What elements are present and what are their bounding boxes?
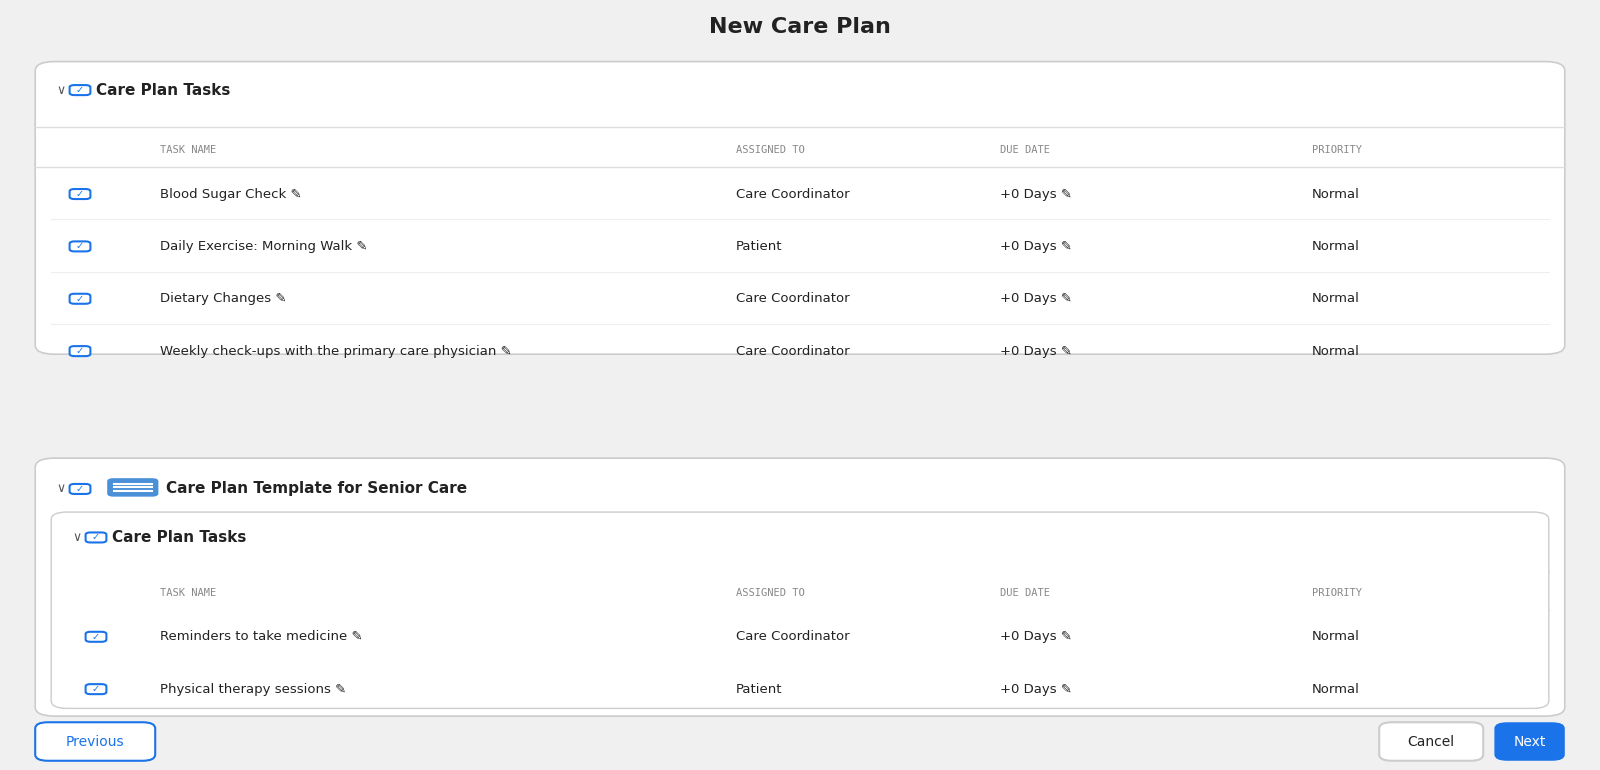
Text: ✓: ✓ bbox=[75, 189, 85, 199]
FancyBboxPatch shape bbox=[70, 85, 90, 95]
Text: ✓: ✓ bbox=[91, 632, 101, 641]
Text: Patient: Patient bbox=[736, 683, 782, 695]
Text: ASSIGNED TO: ASSIGNED TO bbox=[736, 146, 805, 155]
Text: New Care Plan: New Care Plan bbox=[709, 17, 891, 37]
Text: +0 Days ✎: +0 Days ✎ bbox=[1000, 293, 1072, 305]
Text: Care Coordinator: Care Coordinator bbox=[736, 345, 850, 357]
Text: Blood Sugar Check ✎: Blood Sugar Check ✎ bbox=[160, 188, 302, 200]
Text: +0 Days ✎: +0 Days ✎ bbox=[1000, 188, 1072, 200]
FancyBboxPatch shape bbox=[35, 62, 1565, 354]
Text: ∨: ∨ bbox=[56, 84, 66, 96]
FancyBboxPatch shape bbox=[1494, 722, 1565, 761]
Text: DUE DATE: DUE DATE bbox=[1000, 146, 1050, 155]
FancyBboxPatch shape bbox=[70, 484, 90, 494]
Text: ∨: ∨ bbox=[56, 483, 66, 495]
Text: Normal: Normal bbox=[1312, 345, 1360, 357]
Text: Care Coordinator: Care Coordinator bbox=[736, 188, 850, 200]
Text: Care Coordinator: Care Coordinator bbox=[736, 293, 850, 305]
FancyBboxPatch shape bbox=[51, 512, 1549, 708]
Text: Daily Exercise: Morning Walk ✎: Daily Exercise: Morning Walk ✎ bbox=[160, 240, 368, 253]
Text: ✓: ✓ bbox=[75, 294, 85, 303]
FancyBboxPatch shape bbox=[86, 685, 106, 695]
Text: Physical therapy sessions ✎: Physical therapy sessions ✎ bbox=[160, 683, 346, 695]
Text: Normal: Normal bbox=[1312, 293, 1360, 305]
FancyBboxPatch shape bbox=[70, 242, 90, 252]
Text: Normal: Normal bbox=[1312, 631, 1360, 643]
Text: TASK NAME: TASK NAME bbox=[160, 146, 216, 155]
Text: Cancel: Cancel bbox=[1408, 735, 1454, 748]
Text: ✓: ✓ bbox=[91, 533, 101, 542]
FancyBboxPatch shape bbox=[70, 189, 90, 199]
FancyBboxPatch shape bbox=[86, 533, 106, 542]
Text: +0 Days ✎: +0 Days ✎ bbox=[1000, 345, 1072, 357]
Text: Normal: Normal bbox=[1312, 683, 1360, 695]
Text: Care Plan Template for Senior Care: Care Plan Template for Senior Care bbox=[166, 481, 467, 497]
Text: Dietary Changes ✎: Dietary Changes ✎ bbox=[160, 293, 286, 305]
Text: ∨: ∨ bbox=[72, 531, 82, 544]
Text: ✓: ✓ bbox=[75, 346, 85, 356]
Text: Next: Next bbox=[1514, 735, 1546, 748]
FancyBboxPatch shape bbox=[35, 722, 155, 761]
Text: ✓: ✓ bbox=[75, 242, 85, 251]
Text: Reminders to take medicine ✎: Reminders to take medicine ✎ bbox=[160, 631, 363, 643]
FancyBboxPatch shape bbox=[70, 346, 90, 356]
Text: ASSIGNED TO: ASSIGNED TO bbox=[736, 588, 805, 598]
FancyBboxPatch shape bbox=[107, 478, 158, 497]
FancyBboxPatch shape bbox=[35, 458, 1565, 716]
Text: PRIORITY: PRIORITY bbox=[1312, 588, 1362, 598]
Text: +0 Days ✎: +0 Days ✎ bbox=[1000, 683, 1072, 695]
FancyBboxPatch shape bbox=[86, 631, 106, 642]
Text: TASK NAME: TASK NAME bbox=[160, 588, 216, 598]
Text: Weekly check-ups with the primary care physician ✎: Weekly check-ups with the primary care p… bbox=[160, 345, 512, 357]
Text: +0 Days ✎: +0 Days ✎ bbox=[1000, 631, 1072, 643]
Text: Normal: Normal bbox=[1312, 188, 1360, 200]
FancyBboxPatch shape bbox=[70, 294, 90, 304]
Text: ✓: ✓ bbox=[91, 685, 101, 694]
Text: Care Coordinator: Care Coordinator bbox=[736, 631, 850, 643]
Text: ✓: ✓ bbox=[75, 484, 85, 494]
Text: Care Plan Tasks: Care Plan Tasks bbox=[112, 530, 246, 545]
Text: Care Plan Tasks: Care Plan Tasks bbox=[96, 82, 230, 98]
Text: Patient: Patient bbox=[736, 240, 782, 253]
Text: +0 Days ✎: +0 Days ✎ bbox=[1000, 240, 1072, 253]
Text: PRIORITY: PRIORITY bbox=[1312, 146, 1362, 155]
Text: DUE DATE: DUE DATE bbox=[1000, 588, 1050, 598]
Text: ✓: ✓ bbox=[75, 85, 85, 95]
FancyBboxPatch shape bbox=[1379, 722, 1483, 761]
Text: Previous: Previous bbox=[66, 735, 125, 748]
Text: Normal: Normal bbox=[1312, 240, 1360, 253]
